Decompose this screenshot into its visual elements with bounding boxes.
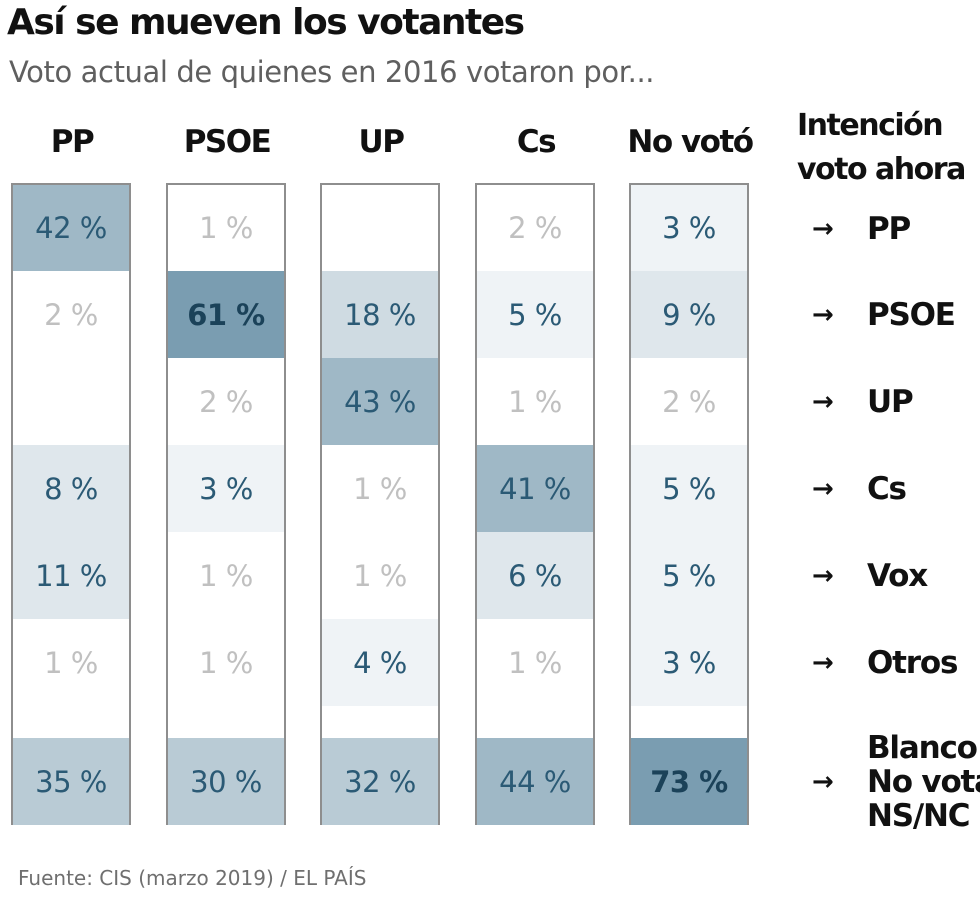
- data-cell: 1 %: [13, 619, 129, 706]
- row-label: → PP: [812, 211, 911, 247]
- data-cell: 41 %: [477, 445, 593, 532]
- data-cell: 9 %: [631, 271, 747, 358]
- data-cell: 3 %: [631, 185, 747, 271]
- data-cell: 4 %: [322, 619, 438, 706]
- arrow-right-icon: →: [812, 561, 834, 591]
- data-cell: 1 %: [322, 532, 438, 619]
- data-cell: 2 %: [477, 185, 593, 271]
- column-header: PSOE: [183, 124, 272, 160]
- row-axis-header-line: Intención: [797, 108, 944, 143]
- arrow-right-icon: →: [812, 648, 834, 678]
- data-cell: 1 %: [477, 619, 593, 706]
- data-cell: 11 %: [13, 532, 129, 619]
- arrow-right-icon: →: [812, 474, 834, 504]
- data-cell: 2 %: [13, 271, 129, 358]
- row-label: → PSOE: [812, 297, 956, 333]
- data-cell: 1 %: [168, 532, 284, 619]
- row-label-text: Vox: [867, 558, 928, 594]
- arrow-right-icon: →: [812, 387, 834, 417]
- chart-title: Así se mueven los votantes: [7, 2, 525, 43]
- data-cell: 5 %: [631, 445, 747, 532]
- data-cell: 2 %: [168, 358, 284, 445]
- data-cell: 6 %: [477, 532, 593, 619]
- column-header: Cs: [516, 124, 557, 160]
- column-header: No votó: [627, 124, 754, 160]
- data-cell: 30 %: [168, 738, 284, 825]
- data-cell: 5 %: [631, 532, 747, 619]
- row-label: → UP: [812, 384, 914, 420]
- arrow-right-icon: →: [812, 767, 834, 797]
- row-axis-header-line: voto ahora: [797, 152, 966, 187]
- arrow-right-icon: →: [812, 300, 834, 330]
- chart-subtitle: Voto actual de quienes en 2016 votaron p…: [9, 55, 655, 89]
- row-label-text: Otros: [867, 645, 958, 681]
- data-cell: 35 %: [13, 738, 129, 825]
- data-cell: 32 %: [322, 738, 438, 825]
- data-cell: 2 %: [631, 358, 747, 445]
- data-cell: 73 %: [631, 738, 747, 825]
- data-cell: 3 %: [168, 445, 284, 532]
- data-cell: 1 %: [168, 619, 284, 706]
- column-box: 2 % 5 % 1 % 41 % 6 % 1 % 44 %: [475, 183, 595, 825]
- row-label: → Cs: [812, 471, 907, 507]
- column-header: UP: [358, 124, 405, 160]
- data-cell: 1 %: [168, 185, 284, 271]
- row-label-text: PSOE: [867, 297, 956, 333]
- column-box: 3 % 9 % 2 % 5 % 5 % 3 % 73 %: [629, 183, 749, 825]
- row-label: → Otros: [812, 645, 958, 681]
- row-label-text: UP: [867, 384, 914, 420]
- data-cell: 44 %: [477, 738, 593, 825]
- data-cell: 3 %: [631, 619, 747, 706]
- data-cell: 43 %: [322, 358, 438, 445]
- row-label-text: Blanco: [867, 730, 978, 766]
- data-cell: 18 %: [322, 271, 438, 358]
- column-box: 1 % 61 % 2 % 3 % 1 % 1 % 30 %: [166, 183, 286, 825]
- data-cell: 8 %: [13, 445, 129, 532]
- row-axis-header: Intención voto ahora: [797, 104, 980, 192]
- data-cell: 5 %: [477, 271, 593, 358]
- data-cell: 42 %: [13, 185, 129, 271]
- data-cell: 1 %: [477, 358, 593, 445]
- row-label-text: No vota: [867, 764, 980, 800]
- row-label-text: Cs: [867, 471, 907, 507]
- column-box: 18 % 43 % 1 % 1 % 4 % 32 %: [320, 183, 440, 825]
- data-cell: [322, 185, 438, 271]
- column-box: 42 % 2 % 8 % 11 % 1 % 35 %: [11, 183, 131, 825]
- data-cell: [13, 358, 129, 445]
- row-label: → Vox: [812, 558, 928, 594]
- column-header: PP: [50, 124, 95, 160]
- source-note: Fuente: CIS (marzo 2019) / EL PAÍS: [18, 866, 367, 890]
- row-label-text: PP: [867, 211, 911, 247]
- data-cell: 61 %: [168, 271, 284, 358]
- row-label-text: NS/NC: [867, 798, 970, 834]
- data-cell: 1 %: [322, 445, 438, 532]
- arrow-right-icon: →: [812, 214, 834, 244]
